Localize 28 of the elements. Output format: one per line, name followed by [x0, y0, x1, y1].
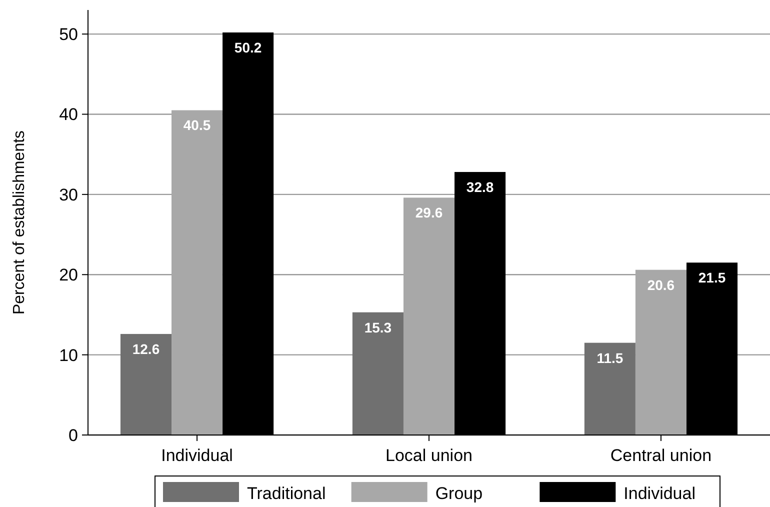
- bar: [352, 312, 404, 435]
- x-tick-label: Individual: [161, 446, 233, 465]
- bar: [403, 198, 455, 435]
- bar: [120, 334, 172, 435]
- data-label: 29.6: [415, 204, 443, 221]
- bar: [635, 270, 686, 435]
- y-tick-label: 30: [59, 185, 78, 204]
- bar: [584, 342, 636, 435]
- data-label: 50.2: [234, 39, 262, 56]
- x-tick-label: Central union: [610, 446, 712, 465]
- data-label: 40.5: [183, 117, 211, 134]
- y-axis-title: Percent of establishments: [11, 130, 28, 315]
- data-label: 21.5: [698, 270, 726, 286]
- data-label: 15.3: [364, 319, 392, 336]
- legend-label: Individual: [624, 484, 696, 503]
- data-label: 32.8: [466, 178, 494, 195]
- x-tick-label: Local union: [386, 446, 472, 465]
- y-tick-label: 50: [59, 25, 78, 44]
- data-label: 11.5: [596, 350, 624, 366]
- y-tick-label: 40: [59, 105, 78, 124]
- legend-label: Group: [435, 484, 483, 503]
- data-label: 20.6: [647, 276, 675, 293]
- bar: [172, 110, 223, 435]
- y-tick-label: 10: [59, 346, 78, 365]
- y-tick-label: 0: [68, 426, 78, 445]
- y-tick-label: 20: [59, 266, 78, 285]
- legend-label: Traditional: [247, 484, 326, 503]
- data-label: 12.6: [132, 340, 160, 357]
